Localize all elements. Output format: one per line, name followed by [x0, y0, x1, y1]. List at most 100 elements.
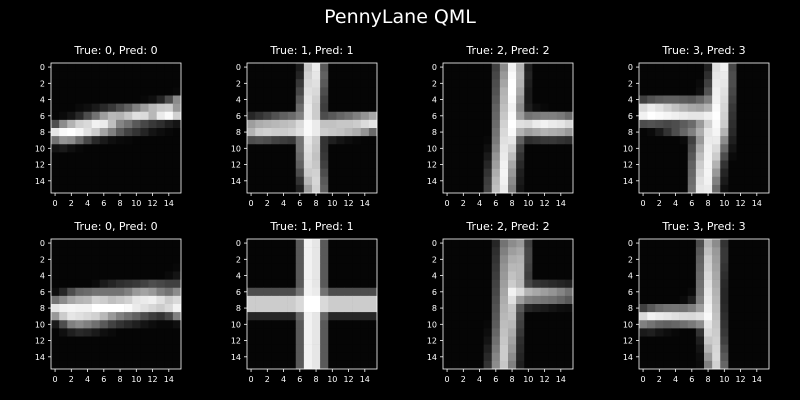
heatmap-cell [360, 279, 370, 289]
heatmap-cell [75, 352, 84, 362]
heatmap-cell [107, 176, 117, 186]
heatmap-cell [516, 287, 525, 297]
heatmap-cell [475, 344, 484, 354]
heatmap-cell [83, 320, 92, 329]
heatmap-cell [124, 152, 133, 161]
heatmap-cell [303, 279, 313, 289]
heatmap-cell [164, 360, 174, 370]
heatmap-cell [499, 336, 509, 345]
heatmap-cell [548, 136, 558, 145]
heatmap-cell [760, 95, 770, 104]
heatmap-cell [508, 103, 517, 113]
heatmap-cell [704, 168, 713, 178]
heatmap-cell [695, 136, 705, 145]
heatmap-cell [352, 279, 362, 289]
heatmap-cell [59, 328, 68, 337]
heatmap-cell [263, 255, 272, 264]
heatmap-cell [116, 144, 125, 153]
heatmap-cell [491, 352, 501, 362]
heatmap-cell [336, 71, 345, 80]
y-tick-label: 6 [628, 112, 633, 121]
heatmap-cell [736, 271, 745, 280]
heatmap-cell [328, 103, 337, 113]
heatmap-cell [695, 111, 705, 121]
x-tick-label: 12 [735, 375, 745, 384]
heatmap-cell [663, 71, 672, 80]
heatmap-cell [279, 152, 288, 161]
heatmap-cell [540, 352, 549, 362]
heatmap-cell [336, 312, 345, 321]
heatmap-cell [368, 352, 378, 362]
heatmap-cell [540, 63, 549, 72]
heatmap-cell [303, 304, 313, 313]
y-tick-label: 12 [427, 337, 437, 346]
heatmap-cell [271, 320, 280, 329]
heatmap-cell [360, 352, 370, 362]
heatmap-cell [360, 71, 370, 80]
heatmap-cell [639, 103, 648, 113]
heatmap-cell [247, 279, 256, 289]
heatmap-cell [336, 63, 345, 72]
heatmap-cell [91, 160, 101, 169]
heatmap-cell [287, 119, 297, 129]
heatmap-cell [720, 111, 729, 121]
heatmap-cell [752, 336, 762, 345]
heatmap-cell [524, 239, 533, 248]
heatmap-cell [287, 239, 297, 248]
heatmap-cell [655, 352, 664, 362]
heatmap-cell [271, 239, 280, 248]
heatmap-cell [443, 152, 452, 161]
heatmap-cell [303, 247, 313, 256]
x-tick-label: 0 [249, 375, 254, 384]
heatmap-cell [368, 119, 378, 129]
heatmap-cell [247, 168, 256, 178]
heatmap-cell [320, 103, 329, 113]
heatmap-cell [148, 295, 157, 305]
x-tick-label: 0 [445, 199, 450, 208]
heatmap-cell [99, 287, 109, 297]
heatmap-cell [704, 95, 713, 104]
axes-frame [246, 62, 378, 194]
heatmap-cell [564, 95, 574, 104]
heatmap-cell [679, 103, 689, 113]
heatmap-cell [720, 271, 729, 280]
heatmap-cell [75, 263, 84, 272]
heatmap-cell [483, 184, 493, 194]
heatmap-cell [303, 160, 313, 169]
heatmap-cell [679, 79, 689, 88]
heatmap-cell [443, 111, 452, 121]
heatmap-cell [712, 320, 721, 329]
heatmap-cell [760, 360, 770, 370]
heatmap-cell [467, 344, 476, 354]
heatmap-cell [83, 87, 92, 96]
heatmap-cell [752, 320, 762, 329]
heatmap-cell [704, 103, 713, 113]
heatmap-cell [639, 79, 648, 88]
heatmap-cell [164, 328, 174, 337]
panel-title: True: 2, Pred: 2 [465, 44, 549, 57]
heatmap-cell [247, 103, 256, 113]
heatmap-cell [467, 320, 476, 329]
heatmap-cell [744, 239, 754, 248]
y-tick-label: 2 [40, 79, 45, 88]
heatmap-cell [491, 128, 501, 137]
heatmap-cell [671, 128, 680, 137]
heatmap-cell [328, 160, 337, 169]
heatmap-cell [320, 352, 329, 362]
heatmap-cell [443, 360, 452, 370]
heatmap-cell [459, 344, 468, 354]
heatmap-cell [712, 184, 721, 194]
heatmap-cell [132, 255, 141, 264]
heatmap-cell [156, 271, 166, 280]
heatmap-cell [51, 279, 60, 289]
x-tick-label: 8 [706, 199, 711, 208]
heatmap-cell [91, 119, 101, 129]
axes-frame [638, 238, 770, 370]
heatmap-cell [556, 119, 566, 129]
axes-frame [638, 62, 770, 194]
heatmap-cell [172, 176, 182, 186]
heatmap-cell [295, 128, 305, 137]
heatmap-cell [720, 352, 729, 362]
